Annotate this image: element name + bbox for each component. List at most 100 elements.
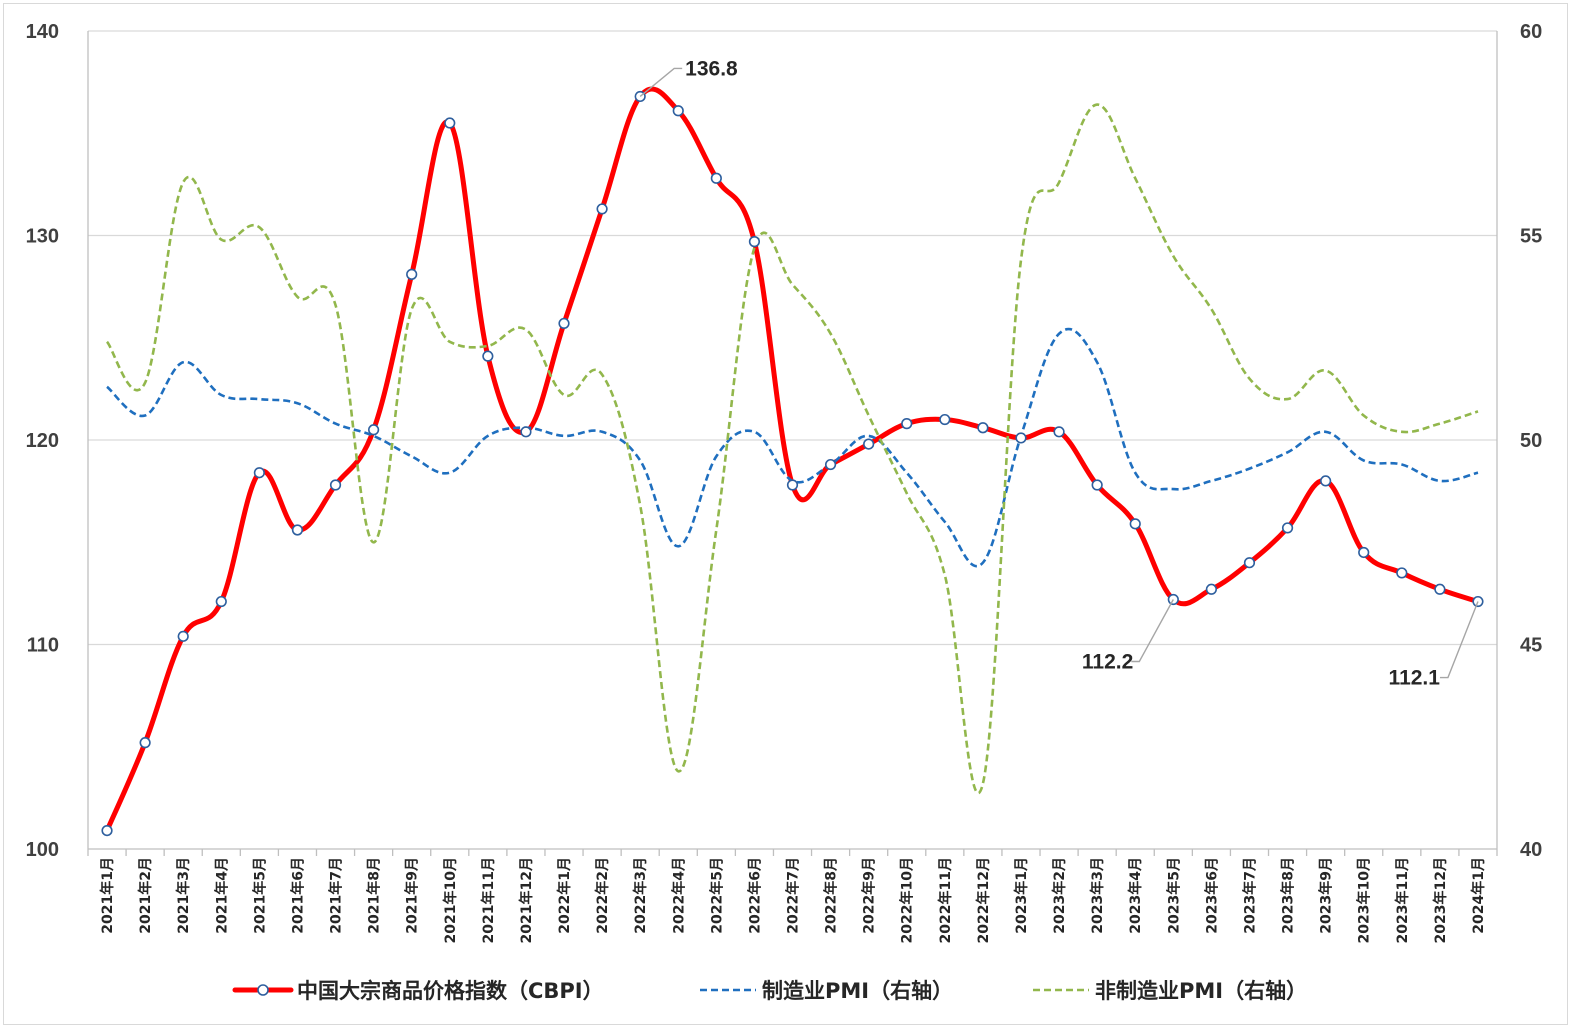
data-point (596, 203, 608, 215)
y-left-tick-label: 110 (27, 635, 59, 657)
x-tick-label: 2023年4月 (1127, 857, 1144, 934)
y-left-tick-label: 120 (26, 430, 59, 452)
annotation-label: 112.1 (1389, 667, 1441, 690)
x-tick-label: 2024年1月 (1470, 857, 1487, 934)
x-tick-label: 2022年5月 (708, 857, 725, 934)
data-point (1396, 567, 1408, 579)
data-point (520, 426, 532, 438)
y-left-tick-label: 100 (26, 839, 59, 861)
series-layer (101, 86, 1484, 837)
legend-label-0: 中国大宗商品价格指数（CBPI） (297, 979, 604, 1003)
data-point (368, 424, 380, 436)
x-tick-label: 2022年10月 (899, 857, 916, 943)
x-tick-label: 2021年5月 (251, 857, 268, 934)
data-point (558, 317, 570, 330)
data-point (1015, 432, 1027, 444)
x-tick-label: 2021年1月 (99, 857, 116, 934)
data-point (1205, 583, 1217, 595)
chart-frame (3, 3, 1568, 1025)
annotation-label: 136.8 (685, 57, 738, 80)
x-tick-label: 2023年11月 (1394, 857, 1411, 943)
data-point (977, 422, 989, 434)
data-point (291, 524, 304, 536)
y-right-tick-label: 45 (1520, 635, 1542, 657)
annotation-leader (1439, 601, 1479, 679)
data-point (444, 117, 456, 129)
x-tick-label: 2023年2月 (1051, 857, 1068, 934)
x-tick-label: 2023年12月 (1432, 857, 1449, 943)
x-tick-label: 2022年4月 (670, 857, 687, 934)
data-point (139, 737, 151, 749)
x-tick-label: 2022年6月 (746, 857, 763, 934)
annotation-label: 112.2 (1082, 651, 1133, 674)
x-tick-label: 2021年8月 (366, 857, 383, 934)
data-point (329, 479, 342, 491)
x-tick-label: 2021年9月 (404, 857, 421, 934)
data-point (482, 350, 494, 362)
data-point (786, 479, 799, 491)
x-tick-label: 2021年3月 (175, 857, 192, 934)
data-point (748, 236, 761, 248)
x-tick-label: 2021年4月 (213, 857, 230, 934)
annotation-leader (639, 67, 683, 97)
legend-label-2: 非制造业PMI（右轴） (1095, 979, 1307, 1003)
x-tick-label: 2021年11月 (480, 857, 497, 943)
x-tick-label: 2021年7月 (328, 857, 345, 934)
y-left-tick-label: 130 (26, 226, 59, 248)
data-point (177, 630, 189, 642)
y-right-tick-label: 55 (1520, 226, 1542, 248)
data-point (1358, 546, 1370, 559)
data-point (1281, 522, 1294, 534)
series-line-1 (106, 327, 1479, 568)
legend-marker (257, 984, 269, 996)
y-right-tick-label: 50 (1520, 430, 1542, 452)
x-tick-label: 2022年8月 (823, 857, 840, 934)
x-tick-label: 2023年10月 (1356, 857, 1373, 943)
data-point (101, 824, 113, 837)
x-tick-label: 2022年3月 (632, 857, 649, 934)
x-tick-label: 2022年2月 (594, 857, 611, 934)
data-point (1320, 475, 1332, 487)
x-tick-label: 2022年12月 (975, 857, 992, 943)
x-tick-label: 2023年9月 (1318, 857, 1335, 934)
x-tick-label: 2022年7月 (785, 857, 802, 934)
x-tick-label: 2023年6月 (1203, 857, 1220, 934)
legend: 中国大宗商品价格指数（CBPI） 制造业PMI（右轴） 非制造业PMI（右轴） (232, 979, 1307, 1003)
data-point (710, 172, 722, 184)
legend-label-1: 制造业PMI（右轴） (762, 979, 953, 1003)
x-tick-label: 2023年5月 (1165, 857, 1182, 934)
axes: 100 110 120 130 140 40 45 50 55 60 2021年1月 2021年2月 2… (26, 21, 1543, 943)
x-tick-label: 2023年8月 (1280, 857, 1297, 934)
data-point (1053, 426, 1065, 438)
data-point (1091, 479, 1103, 491)
y-right-tick-label: 40 (1520, 839, 1542, 861)
data-point (215, 595, 227, 608)
data-point (939, 413, 951, 426)
series-line-2 (105, 103, 1479, 795)
data-point (1434, 583, 1446, 595)
x-tick-label: 2023年3月 (1089, 857, 1106, 934)
x-tick-label: 2021年12月 (518, 857, 535, 943)
x-tick-label: 2023年1月 (1013, 857, 1030, 934)
x-tick-label: 2022年11月 (937, 857, 954, 943)
annotations: 136.8 112.2 112.1 (639, 57, 1479, 690)
y-left-tick-label: 140 (26, 21, 59, 43)
data-point (253, 467, 265, 479)
gridlines (88, 30, 1497, 646)
data-point (672, 105, 684, 117)
annotation-leader (1131, 599, 1174, 663)
data-point (824, 458, 837, 471)
data-point (1243, 557, 1256, 569)
x-tick-label: 2021年10月 (442, 857, 459, 943)
x-tick-label: 2023年7月 (1241, 857, 1258, 934)
data-point (863, 438, 875, 450)
y-right-tick-label: 60 (1520, 21, 1542, 43)
data-point (901, 418, 913, 430)
data-point (406, 268, 418, 280)
x-tick-label: 2021年6月 (289, 857, 306, 934)
x-tick-label: 2021年2月 (137, 857, 154, 934)
x-tick-label: 2022年1月 (556, 857, 573, 934)
data-point (1129, 518, 1141, 530)
x-tick-label: 2022年9月 (861, 857, 878, 934)
